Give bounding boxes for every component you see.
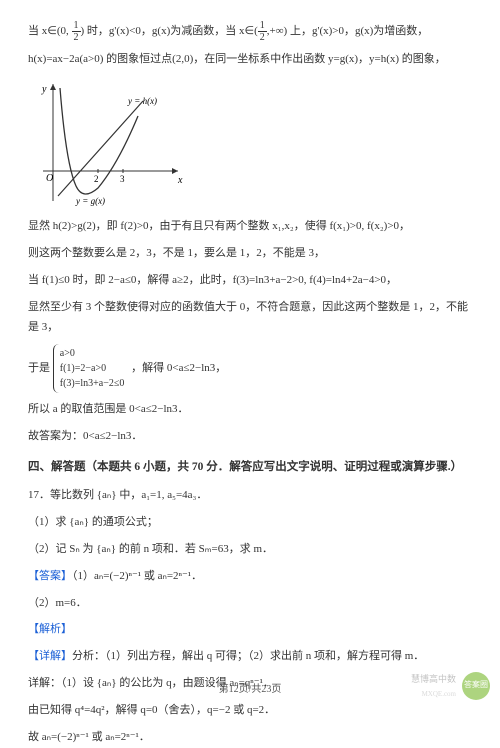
fraction-1: 12	[72, 20, 81, 43]
section-4-heading: 四、解答题（本题共 6 小题，共 70 分．解答应写出文字说明、证明过程或演算步…	[28, 457, 472, 479]
xiangjie-line: 【详解】分析：（1）列出方程，解出 q 可得；（2）求出前 n 项和，解方程可得…	[28, 646, 472, 667]
jiexi-label: 【解析】	[28, 619, 472, 640]
paragraph-3: 显然 h(2)>g(2)，即 f(2)>0，由于有且只有两个整数 x₁,x₂，使…	[28, 216, 472, 237]
q17-head: 17．等比数列 {aₙ} 中，a₁=1, a₅=4a₃．	[28, 485, 472, 506]
answer-1-text: （1）aₙ=(−2)ⁿ⁻¹ 或 aₙ=2ⁿ⁻¹．	[72, 570, 202, 582]
paragraph-8: 故答案为：0<a≤2−ln3．	[28, 426, 472, 447]
answer-line-2: （2）m=6．	[28, 593, 472, 614]
text: 当 x∈(0,	[28, 25, 72, 37]
origin-label: O	[46, 173, 53, 184]
system-post: ，解得 0<a≤2−ln3，	[131, 362, 226, 374]
detail-3: 故 aₙ=(−2)ⁿ⁻¹ 或 aₙ=2ⁿ⁻¹．	[28, 727, 472, 748]
tick-3: 3	[120, 174, 125, 184]
xiangjie-body: 分析：（1）列出方程，解出 q 可得；（2）求出前 n 项和，解方程可得 m．	[72, 650, 424, 662]
label-g: y = g(x)	[75, 196, 105, 206]
paragraph-2: h(x)=ax−2a(a>0) 的图象恒过点(2,0)，在同一坐标系中作出函数 …	[28, 49, 472, 70]
answer-line-1: 【答案】（1）aₙ=(−2)ⁿ⁻¹ 或 aₙ=2ⁿ⁻¹．	[28, 566, 472, 587]
text: ) 时，g'(x)<0，g(x)为减函数，当 x∈(	[81, 25, 258, 37]
system-row-1: a>0	[60, 346, 125, 361]
text: ,+∞) 上，g'(x)>0，g(x)为增函数，	[267, 25, 429, 37]
watermark-text-2: MXQE.com	[411, 688, 456, 701]
tick-2: 2	[94, 174, 99, 184]
xiangjie-label: 【详解】	[28, 650, 72, 662]
watermark: 慧博高中数 MXQE.com 答案圈	[411, 671, 490, 701]
system-row-3: f(3)=ln3+a−2≤0	[60, 376, 125, 391]
paragraph-7: 所以 a 的取值范围是 0<a≤2−ln3．	[28, 399, 472, 420]
system-row-2: f(1)=2−a>0	[60, 361, 125, 376]
watermark-badge: 答案圈	[462, 672, 490, 700]
q17-part1: （1）求 {aₙ} 的通项公式；	[28, 512, 472, 533]
watermark-text-1: 慧博高中数	[411, 671, 456, 688]
system-line: 于是 a>0 f(1)=2−a>0 f(3)=ln3+a−2≤0 ，解得 0<a…	[28, 344, 472, 393]
paragraph-6: 显然至少有 3 个整数使得对应的函数值大于 0，不符合题意，因此这两个整数是 1…	[28, 297, 472, 339]
answer-label: 【答案】	[28, 570, 72, 582]
function-graph: O x y 2 3 y = h(x) y = g(x)	[28, 76, 188, 206]
detail-2: 由已知得 q⁴=4q²，解得 q=0（舍去），q=−2 或 q=2．	[28, 700, 472, 721]
paragraph-4: 则这两个整数要么是 2，3，不是 1，要么是 1，2，不能是 3，	[28, 243, 472, 264]
system-pre: 于是	[28, 362, 50, 374]
y-axis-label: y	[41, 84, 47, 95]
q17-part2: （2）记 Sₙ 为 {aₙ} 的前 n 项和．若 Sₘ=63，求 m．	[28, 539, 472, 560]
fraction-2: 12	[258, 20, 267, 43]
paragraph-1: 当 x∈(0, 12) 时，g'(x)<0，g(x)为减函数，当 x∈(12,+…	[28, 20, 472, 43]
curve-g	[60, 88, 138, 194]
line-h	[58, 101, 143, 196]
label-h: y = h(x)	[127, 96, 157, 106]
paragraph-5: 当 f(1)≤0 时，即 2−a≤0，解得 a≥2，此时，f(3)=ln3+a−…	[28, 270, 472, 291]
x-axis-label: x	[177, 175, 183, 186]
equation-system: a>0 f(1)=2−a>0 f(3)=ln3+a−2≤0	[53, 344, 129, 393]
